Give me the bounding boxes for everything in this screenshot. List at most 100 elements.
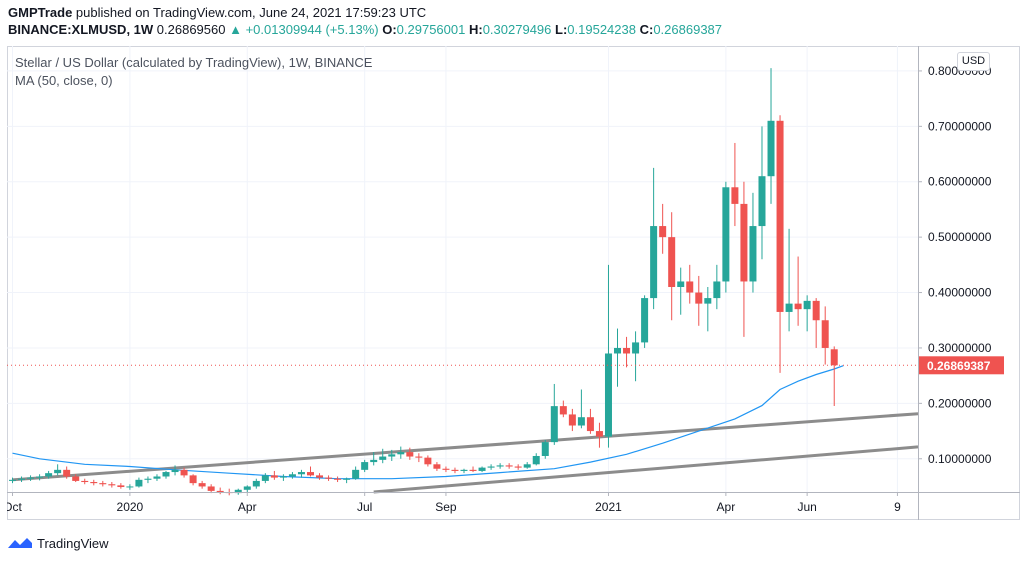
- author-name[interactable]: GMPTrade: [8, 5, 73, 20]
- candle-up[interactable]: [388, 449, 396, 461]
- candle-up[interactable]: [54, 464, 62, 476]
- candle-up[interactable]: [352, 466, 360, 480]
- candle-up[interactable]: [650, 167, 658, 310]
- footer-brand[interactable]: TradingView: [37, 535, 109, 551]
- candle-down[interactable]: [415, 453, 423, 463]
- candle-down[interactable]: [198, 480, 206, 489]
- candle-up[interactable]: [496, 463, 504, 469]
- candle-up[interactable]: [27, 475, 35, 481]
- tradingview-logo-icon[interactable]: [7, 535, 33, 551]
- candle-up[interactable]: [614, 328, 622, 387]
- chart-area[interactable]: 0.10000000 0.20000000 0.30000000 0.40000000…: [7, 46, 1020, 520]
- candle-down[interactable]: [830, 346, 838, 407]
- candle-up[interactable]: [632, 331, 640, 382]
- currency-button[interactable]: USD: [957, 52, 990, 71]
- candle-down[interactable]: [325, 475, 333, 481]
- candle-down[interactable]: [469, 466, 477, 473]
- candle-up[interactable]: [704, 287, 712, 332]
- candle-down[interactable]: [559, 400, 567, 418]
- candle-up[interactable]: [144, 476, 152, 484]
- candle-down[interactable]: [568, 408, 576, 432]
- candle-down[interactable]: [99, 480, 107, 487]
- candle-up[interactable]: [162, 470, 170, 479]
- candle-up[interactable]: [785, 228, 793, 332]
- candle-up[interactable]: [379, 448, 387, 464]
- candle-down[interactable]: [180, 467, 188, 478]
- candle-up[interactable]: [478, 466, 486, 473]
- candle-down[interactable]: [776, 115, 784, 373]
- candle-down[interactable]: [505, 463, 513, 469]
- candle-up[interactable]: [532, 453, 540, 466]
- candle-down[interactable]: [433, 462, 441, 471]
- candle-down[interactable]: [623, 336, 631, 368]
- candle-down[interactable]: [595, 422, 603, 448]
- candle-down[interactable]: [108, 482, 116, 488]
- candle-down[interactable]: [90, 479, 98, 486]
- candle-down[interactable]: [442, 466, 450, 473]
- candle-down[interactable]: [740, 181, 748, 337]
- ma-legend[interactable]: MA (50, close, 0): [15, 73, 113, 88]
- candle-up[interactable]: [370, 452, 378, 466]
- candle-up[interactable]: [297, 469, 305, 478]
- candle-up[interactable]: [126, 484, 134, 490]
- candle-down[interactable]: [668, 212, 676, 321]
- candle-down[interactable]: [270, 470, 278, 480]
- candle-down[interactable]: [334, 476, 342, 483]
- candle-up[interactable]: [234, 488, 242, 495]
- candle-up[interactable]: [288, 472, 296, 479]
- candle-up[interactable]: [279, 474, 287, 481]
- trendline[interactable]: [373, 445, 919, 494]
- candle-up[interactable]: [604, 264, 612, 448]
- candle-up[interactable]: [641, 295, 649, 348]
- candle-down[interactable]: [695, 275, 703, 326]
- candle-down[interactable]: [424, 455, 432, 467]
- candle-up[interactable]: [803, 295, 811, 332]
- candle-up[interactable]: [713, 264, 721, 310]
- candle-down[interactable]: [686, 264, 694, 304]
- candle-down[interactable]: [406, 447, 414, 460]
- candle-down[interactable]: [117, 483, 125, 489]
- candle-up[interactable]: [18, 476, 26, 483]
- candle-down[interactable]: [794, 256, 802, 326]
- candle-down[interactable]: [821, 306, 829, 365]
- candle-up[interactable]: [171, 465, 179, 476]
- candle-up[interactable]: [758, 126, 766, 260]
- candle-up[interactable]: [677, 267, 685, 315]
- candle-up[interactable]: [36, 474, 44, 481]
- candle-up[interactable]: [361, 459, 369, 473]
- candle-down[interactable]: [586, 408, 594, 434]
- candle-down[interactable]: [81, 478, 89, 485]
- candle-up[interactable]: [45, 470, 53, 479]
- candle-up[interactable]: [541, 439, 549, 459]
- candle-up[interactable]: [577, 389, 585, 429]
- candle-up[interactable]: [9, 477, 16, 484]
- candle-up[interactable]: [722, 181, 730, 293]
- candle-up[interactable]: [550, 383, 558, 445]
- candle-up[interactable]: [767, 68, 775, 204]
- candle-down[interactable]: [659, 203, 667, 254]
- candle-down[interactable]: [207, 484, 215, 494]
- candle-down[interactable]: [63, 466, 71, 479]
- candle-up[interactable]: [749, 192, 757, 293]
- candle-up[interactable]: [523, 462, 531, 469]
- candle-up[interactable]: [397, 446, 405, 459]
- candle-down[interactable]: [731, 142, 739, 227]
- candle-up[interactable]: [460, 468, 468, 474]
- candle-up[interactable]: [252, 478, 260, 489]
- candle-down[interactable]: [72, 474, 80, 483]
- candle-down[interactable]: [451, 467, 459, 474]
- candle-down[interactable]: [812, 298, 820, 348]
- candle-up[interactable]: [243, 485, 251, 492]
- candle-down[interactable]: [514, 464, 522, 470]
- candle-up[interactable]: [487, 464, 495, 470]
- candle-up[interactable]: [153, 474, 161, 481]
- candle-down[interactable]: [316, 473, 324, 480]
- candle-down[interactable]: [216, 487, 224, 495]
- candle-up[interactable]: [135, 477, 143, 488]
- candle-up[interactable]: [261, 473, 269, 484]
- candle-down[interactable]: [306, 466, 314, 477]
- candle-down[interactable]: [189, 474, 197, 486]
- candles[interactable]: [9, 68, 838, 496]
- candle-up[interactable]: [343, 477, 351, 484]
- price-chart[interactable]: 0.10000000 0.20000000 0.30000000 0.40000000…: [7, 46, 1020, 520]
